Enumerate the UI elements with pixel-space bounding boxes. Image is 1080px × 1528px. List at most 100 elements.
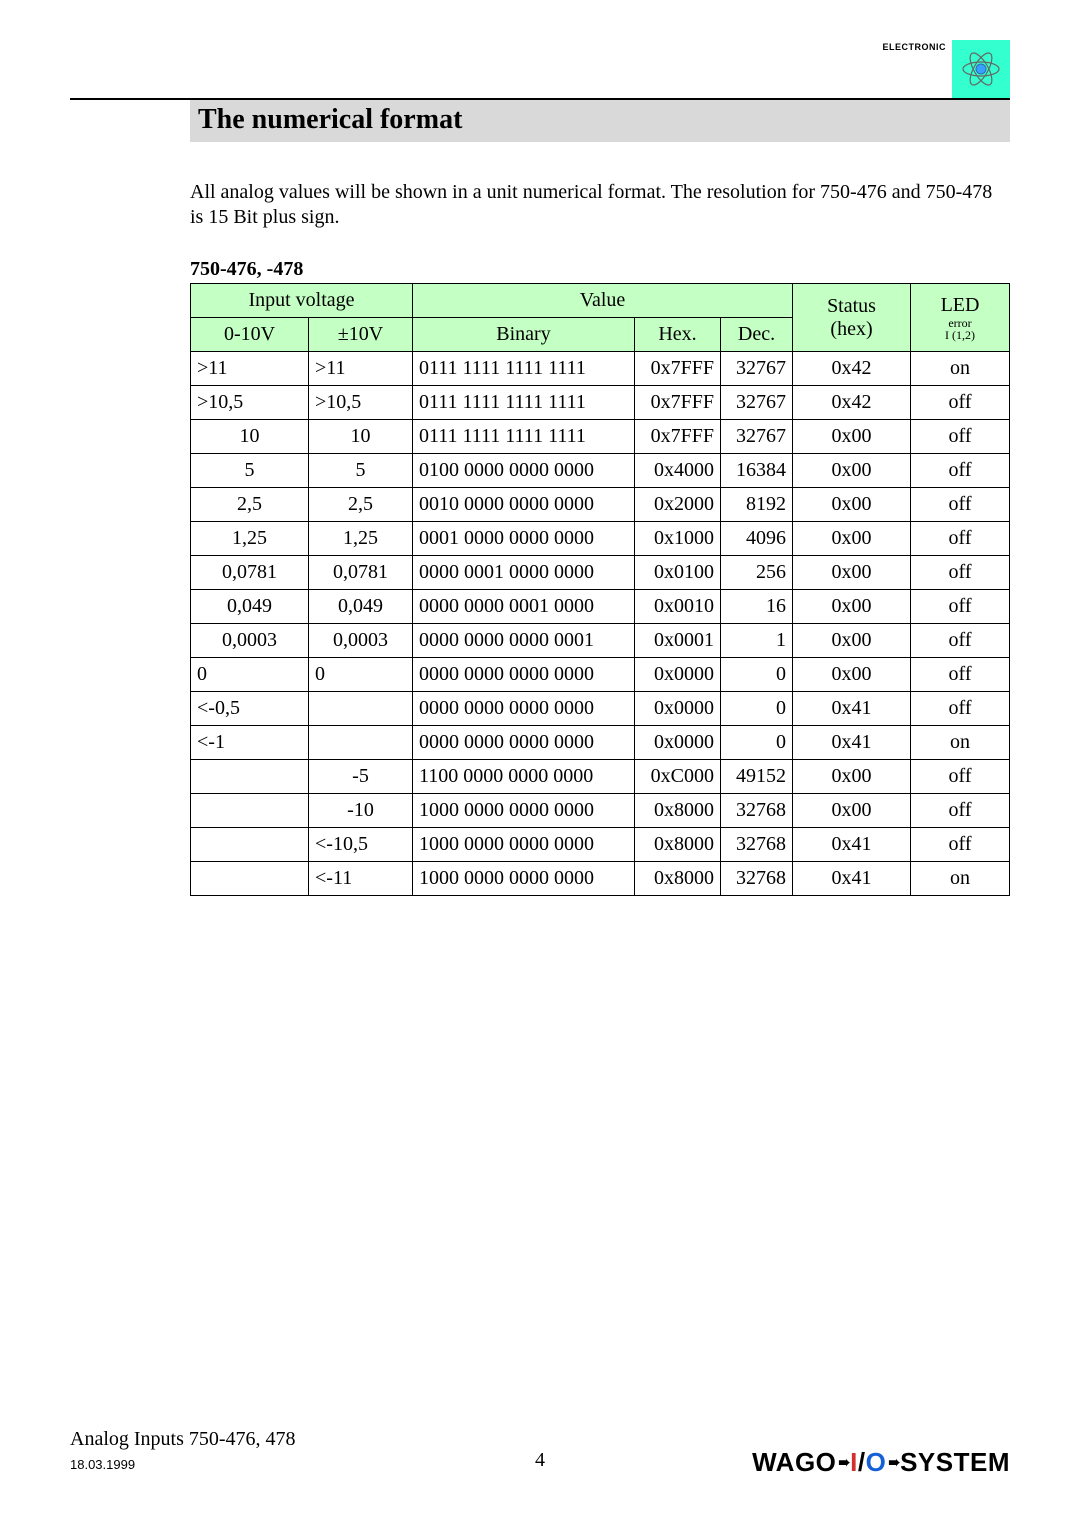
- cell-led: off: [911, 556, 1010, 590]
- cell-led: off: [911, 692, 1010, 726]
- cell-hex: 0xC000: [635, 760, 721, 794]
- cell-pm10v: 1,25: [309, 522, 413, 556]
- cell-led: off: [911, 454, 1010, 488]
- cell-dec: 0: [721, 726, 793, 760]
- cell-hex: 0x0000: [635, 692, 721, 726]
- th-led: LED error I (1,2): [911, 284, 1010, 352]
- cell-status: 0x00: [793, 556, 911, 590]
- footer-logo-i: I: [850, 1447, 858, 1478]
- footer-logo-o: O: [866, 1447, 887, 1478]
- cell-0-10v: 0,0003: [191, 624, 309, 658]
- cell-hex: 0x8000: [635, 828, 721, 862]
- cell-dec: 32767: [721, 352, 793, 386]
- cell-led: off: [911, 624, 1010, 658]
- numerical-format-table: Input voltage Value Status (hex) LED err…: [190, 283, 1010, 896]
- cell-dec: 32768: [721, 862, 793, 896]
- cell-status: 0x41: [793, 828, 911, 862]
- section-title: The numerical format: [198, 104, 462, 135]
- cell-0-10v: 2,5: [191, 488, 309, 522]
- cell-hex: 0x2000: [635, 488, 721, 522]
- footer-logo-slash: /: [858, 1447, 866, 1478]
- th-status-label: Status: [827, 295, 876, 317]
- table-row: 0,07810,07810000 0001 0000 00000x0100256…: [191, 556, 1010, 590]
- table-row: 550100 0000 0000 00000x4000163840x00off: [191, 454, 1010, 488]
- table-row: -51100 0000 0000 00000xC000491520x00off: [191, 760, 1010, 794]
- table-row: <-10000 0000 0000 00000x000000x41on: [191, 726, 1010, 760]
- cell-0-10v: 5: [191, 454, 309, 488]
- cell-hex: 0x0000: [635, 658, 721, 692]
- cell-0-10v: >11: [191, 352, 309, 386]
- table-row: -101000 0000 0000 00000x8000327680x00off: [191, 794, 1010, 828]
- cell-led: off: [911, 386, 1010, 420]
- cell-led: off: [911, 522, 1010, 556]
- cell-hex: 0x8000: [635, 794, 721, 828]
- cell-pm10v: -10: [309, 794, 413, 828]
- cell-dec: 1: [721, 624, 793, 658]
- cell-binary: 1000 0000 0000 0000: [413, 794, 635, 828]
- cell-status: 0x00: [793, 658, 911, 692]
- cell-dec: 16: [721, 590, 793, 624]
- th-input-voltage: Input voltage: [191, 284, 413, 318]
- th-0-10v: 0-10V: [191, 318, 309, 352]
- table-row: <-0,50000 0000 0000 00000x000000x41off: [191, 692, 1010, 726]
- cell-pm10v: 0,0781: [309, 556, 413, 590]
- cell-led: off: [911, 420, 1010, 454]
- cell-status: 0x42: [793, 386, 911, 420]
- cell-hex: 0x4000: [635, 454, 721, 488]
- logo-label: ELECTRONIC: [883, 42, 947, 52]
- cell-led: on: [911, 726, 1010, 760]
- cell-0-10v: 0,0781: [191, 556, 309, 590]
- cell-dec: 32767: [721, 386, 793, 420]
- arrow-icon: ➠: [838, 1454, 848, 1471]
- cell-hex: 0x7FFF: [635, 420, 721, 454]
- cell-binary: 0000 0001 0000 0000: [413, 556, 635, 590]
- cell-dec: 49152: [721, 760, 793, 794]
- th-dec: Dec.: [721, 318, 793, 352]
- cell-pm10v: <-11: [309, 862, 413, 896]
- cell-hex: 0x0010: [635, 590, 721, 624]
- cell-pm10v: 10: [309, 420, 413, 454]
- cell-0-10v: <-1: [191, 726, 309, 760]
- cell-pm10v: 0,049: [309, 590, 413, 624]
- cell-binary: 1000 0000 0000 0000: [413, 862, 635, 896]
- th-pm10v: ±10V: [309, 318, 413, 352]
- cell-status: 0x00: [793, 420, 911, 454]
- cell-binary: 0111 1111 1111 1111: [413, 352, 635, 386]
- table-header-row-1: Input voltage Value Status (hex) LED err…: [191, 284, 1010, 318]
- cell-binary: 0100 0000 0000 0000: [413, 454, 635, 488]
- footer-logo: WAGO ➠ I / O ➠ SYSTEM: [752, 1447, 1010, 1478]
- section-title-bar: The numerical format: [190, 100, 1010, 142]
- table-row: 1,251,250001 0000 0000 00000x100040960x0…: [191, 522, 1010, 556]
- table-row: <-10,51000 0000 0000 00000x8000327680x41…: [191, 828, 1010, 862]
- table-row: <-111000 0000 0000 00000x8000327680x41on: [191, 862, 1010, 896]
- cell-led: off: [911, 828, 1010, 862]
- cell-status: 0x00: [793, 522, 911, 556]
- cell-binary: 0001 0000 0000 0000: [413, 522, 635, 556]
- cell-pm10v: 0: [309, 658, 413, 692]
- table-row: 0,00030,00030000 0000 0000 00010x000110x…: [191, 624, 1010, 658]
- table-row: 2,52,50010 0000 0000 00000x200081920x00o…: [191, 488, 1010, 522]
- th-led-label: LED: [941, 294, 980, 316]
- cell-binary: 0000 0000 0000 0001: [413, 624, 635, 658]
- cell-pm10v: [309, 726, 413, 760]
- cell-dec: 8192: [721, 488, 793, 522]
- table-row: 10100111 1111 1111 11110x7FFF327670x00of…: [191, 420, 1010, 454]
- cell-led: off: [911, 760, 1010, 794]
- table-row: >11>110111 1111 1111 11110x7FFF327670x42…: [191, 352, 1010, 386]
- cell-binary: 1100 0000 0000 0000: [413, 760, 635, 794]
- cell-led: off: [911, 658, 1010, 692]
- cell-pm10v: [309, 692, 413, 726]
- cell-status: 0x00: [793, 454, 911, 488]
- cell-hex: 0x0001: [635, 624, 721, 658]
- cell-status: 0x00: [793, 624, 911, 658]
- cell-0-10v: [191, 862, 309, 896]
- cell-pm10v: 2,5: [309, 488, 413, 522]
- cell-led: on: [911, 862, 1010, 896]
- cell-hex: 0x7FFF: [635, 352, 721, 386]
- cell-hex: 0x8000: [635, 862, 721, 896]
- header-logo: ELECTRONIC: [883, 40, 1011, 98]
- cell-status: 0x42: [793, 352, 911, 386]
- table-row: >10,5>10,50111 1111 1111 11110x7FFF32767…: [191, 386, 1010, 420]
- cell-pm10v: >11: [309, 352, 413, 386]
- cell-dec: 4096: [721, 522, 793, 556]
